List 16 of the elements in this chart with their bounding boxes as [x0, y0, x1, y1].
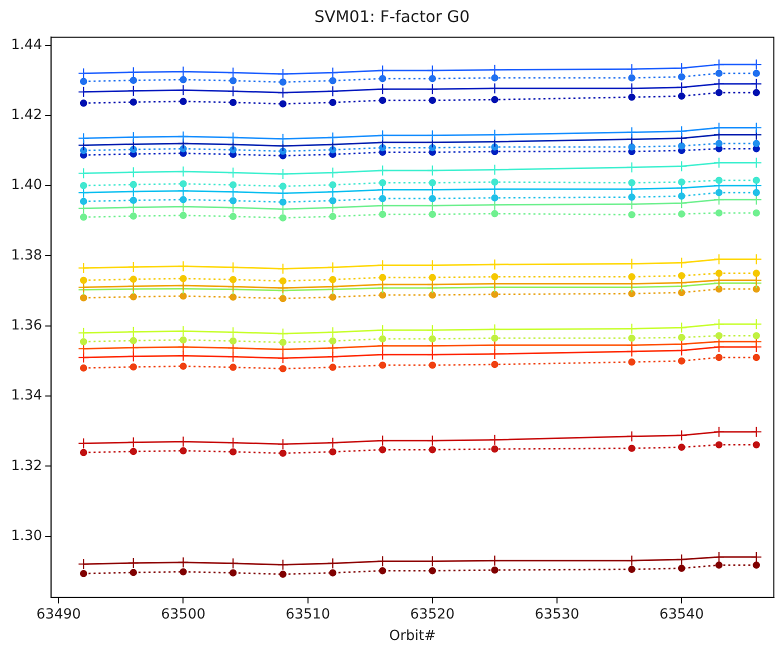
x-tick-label: 63540	[659, 606, 704, 622]
chart-title: SVM01: F-factor G0	[314, 6, 470, 26]
y-tick-label: 1.32	[11, 458, 42, 474]
x-axis-title: Orbit#	[389, 628, 436, 644]
y-tick-label: 1.44	[11, 36, 42, 53]
y-tick-label: 1.36	[11, 318, 42, 334]
x-tick-label: 63520	[410, 606, 455, 622]
y-tick-label: 1.34	[11, 388, 42, 404]
y-tick-label: 1.30	[11, 528, 42, 544]
y-tick-label: 1.40	[11, 177, 42, 194]
x-tick-label: 63490	[36, 606, 81, 622]
y-tick-label: 1.42	[11, 107, 42, 124]
x-tick-label: 63530	[534, 606, 580, 622]
x-tick-label: 63500	[160, 606, 206, 622]
x-tick-label: 63510	[286, 606, 330, 622]
y-tick-label: 1.38	[11, 247, 42, 264]
